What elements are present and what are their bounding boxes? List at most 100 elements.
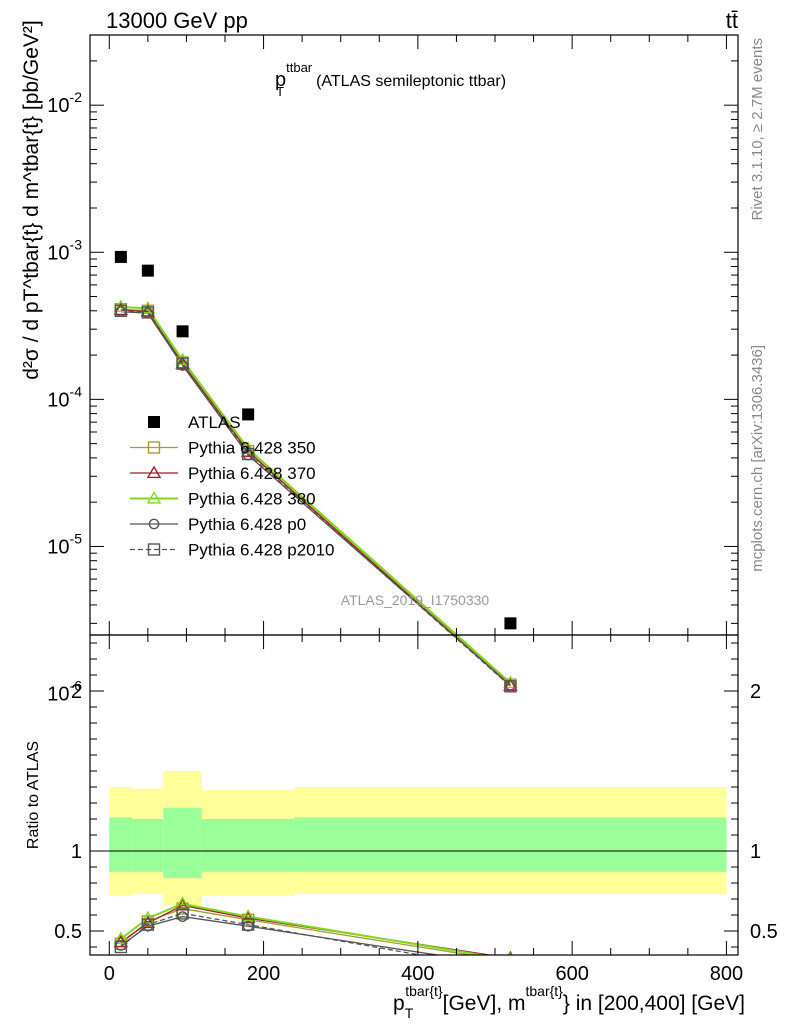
point-data [176, 325, 189, 338]
plot-title: pttbar T (ATLAS semileptonic ttbar) [275, 60, 506, 99]
watermark: ATLAS_2019_I1750330 [341, 592, 490, 608]
title-main: p [275, 69, 286, 91]
ratio-bands [109, 771, 727, 906]
ratio-point-p0 [242, 920, 254, 932]
title-sup: ttbar [286, 60, 313, 75]
point-p380 [140, 301, 156, 314]
ratio-point-p2010 [241, 918, 255, 931]
legend-entry-p2010: Pythia 6.428 p2010 [130, 541, 335, 560]
point-p0 [177, 360, 188, 371]
x-tick-label: 800 [710, 963, 743, 985]
point-p2010 [114, 304, 128, 317]
ratio-point-p0 [506, 962, 515, 971]
legend-entry-p350: Pythia 6.428 350 [130, 439, 316, 458]
legend-marker [147, 543, 161, 556]
ratio-point-p2010 [176, 907, 189, 920]
point-p380 [113, 299, 129, 313]
ratio-point-p0 [177, 911, 188, 922]
main-markers [113, 250, 518, 693]
point-p380 [175, 352, 190, 366]
ratio-y-tick-label: 0.5 [54, 921, 82, 943]
legend-label: ATLAS [188, 413, 241, 432]
ratio-y-tick-label-right: 1 [750, 841, 761, 863]
ratio-line-p0 [120, 915, 442, 955]
legend-label: Pythia 6.428 370 [188, 464, 316, 483]
main-series-lines [120, 305, 512, 687]
legend-entry-p380: Pythia 6.428 380 [130, 490, 316, 509]
point-data [114, 250, 127, 263]
legend-marker [147, 441, 161, 454]
band-inner [294, 817, 727, 872]
ratio-ylabel: Ratio to ATLAS [25, 741, 42, 849]
process-label: tt̄ [726, 8, 738, 33]
ratio-ticks [90, 635, 738, 955]
x-tick-label: 200 [247, 963, 280, 985]
legend-marker [146, 465, 162, 479]
legend-marker [148, 518, 160, 530]
title-rest: (ATLAS semileptonic ttbar) [316, 73, 506, 90]
ratio-y-tick-label-right: 2 [750, 681, 761, 703]
y-tick-label: 10-2 [47, 89, 82, 117]
title-sub: T [276, 84, 284, 99]
point-p2010 [176, 357, 189, 370]
point-data [141, 264, 154, 277]
ratio-point-p0 [115, 940, 127, 951]
ratio-line-p350 [120, 907, 475, 955]
ratio-y-tick-label: 2 [71, 681, 82, 703]
ratio-point-p380 [113, 931, 129, 945]
band-inner [163, 807, 202, 879]
ratio-point-p380 [140, 910, 156, 924]
ratio-point-p350 [505, 956, 516, 967]
ratio-frame [89, 634, 739, 956]
legend-marker [148, 416, 160, 428]
y-tick-label: 10-4 [47, 383, 82, 411]
main-ticks [90, 34, 738, 635]
series-line-p350 [120, 308, 511, 686]
ratio-ytick-labels: 2 2 1 1 0.5 0.5 [54, 681, 778, 943]
main-plot: pttbar T (ATLAS semileptonic ttbar) ATLAS_… [20, 20, 739, 706]
point-data [504, 617, 517, 630]
legend-marker [146, 491, 162, 504]
ratio-y-tick-label: 1 [71, 841, 82, 863]
point-p2010 [241, 447, 255, 461]
ratio-plot: 2 21 10.5 0.5 0 200 400 600 800 Ratio to ATLAS … [25, 634, 778, 1021]
ratio-line-p2010 [120, 912, 424, 955]
ratio-point-p0 [142, 920, 154, 932]
x-axis-label: pTtbar{t}[GeV], mtbar{t}} in [200,400] [… [393, 983, 745, 1021]
y-tick-label: 10-3 [47, 236, 82, 264]
legend-entry-data: ATLAS [148, 413, 241, 432]
ratio-point-p370 [175, 897, 190, 911]
ratio-y-tick-label-right: 0.5 [750, 921, 778, 943]
band-inner [132, 819, 164, 872]
x-tick-label: 0 [104, 963, 115, 985]
point-p2010 [504, 680, 517, 693]
ratio-line-p380 [120, 902, 488, 955]
legend-label: Pythia 6.428 350 [188, 439, 316, 458]
x-tick-label: 600 [555, 963, 588, 985]
legend-entry-p370: Pythia 6.428 370 [130, 464, 316, 483]
legend: ATLAS Pythia 6.428 350 Pythia 6.428 370 Pyt… [130, 413, 335, 560]
rivet-label: Rivet 3.1.10, ≥ 2.7M events [749, 38, 766, 221]
ratio-point-p2010 [141, 918, 155, 931]
main-ylabel: d²σ / d pT^tbar{t} d m^tbar{t} [pb/GeV²] [20, 20, 43, 380]
legend-entry-p0: Pythia 6.428 p0 [130, 515, 306, 534]
point-p370 [175, 356, 190, 369]
legend-label: Pythia 6.428 380 [188, 490, 316, 509]
point-p370 [140, 304, 156, 317]
ratio-point-p2010 [114, 940, 128, 954]
y-tick-label: 10-5 [47, 530, 82, 558]
energy-label: 13000 GeV pp [106, 8, 248, 33]
legend-label: Pythia 6.428 p0 [188, 515, 306, 534]
point-data [242, 408, 255, 421]
point-p370 [113, 302, 129, 316]
ratio-xtick-labels: 0 200 400 600 800 [104, 963, 743, 985]
series-line-p370 [120, 309, 511, 687]
series-line-p2010 [120, 310, 511, 687]
legend-label: Pythia 6.428 p2010 [188, 541, 335, 560]
x-tick-label: 400 [401, 963, 434, 985]
ratio-point-p2010 [505, 966, 516, 977]
series-line-p380 [120, 305, 512, 684]
y-tick-label: 10-6 [47, 678, 82, 706]
series-line-p0 [120, 310, 511, 686]
